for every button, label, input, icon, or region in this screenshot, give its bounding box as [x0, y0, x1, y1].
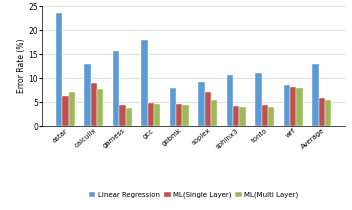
Bar: [62, 96, 69, 126]
Bar: [119, 105, 126, 126]
Bar: [148, 102, 154, 126]
Bar: [154, 104, 160, 126]
Bar: [126, 108, 132, 126]
Bar: [233, 106, 239, 126]
Bar: [84, 64, 91, 126]
Bar: [91, 83, 97, 126]
Bar: [239, 107, 246, 126]
Bar: [227, 75, 233, 126]
Bar: [56, 13, 62, 126]
Bar: [296, 88, 303, 126]
Bar: [319, 98, 325, 126]
Bar: [142, 40, 148, 126]
Bar: [268, 107, 274, 126]
Bar: [205, 92, 211, 126]
Legend: Linear Regression, ML(Single Layer), ML(Multi Layer): Linear Regression, ML(Single Layer), ML(…: [88, 192, 299, 198]
Bar: [290, 87, 296, 126]
Bar: [262, 105, 268, 126]
Y-axis label: Error Rate (%): Error Rate (%): [17, 39, 26, 93]
Bar: [69, 92, 75, 126]
Bar: [284, 85, 290, 126]
Bar: [113, 51, 119, 126]
Bar: [256, 73, 262, 126]
Bar: [176, 104, 182, 126]
Bar: [312, 64, 319, 126]
Bar: [170, 88, 176, 126]
Bar: [325, 100, 331, 126]
Bar: [182, 105, 189, 126]
Bar: [199, 83, 205, 126]
Bar: [97, 89, 103, 126]
Bar: [211, 100, 217, 126]
